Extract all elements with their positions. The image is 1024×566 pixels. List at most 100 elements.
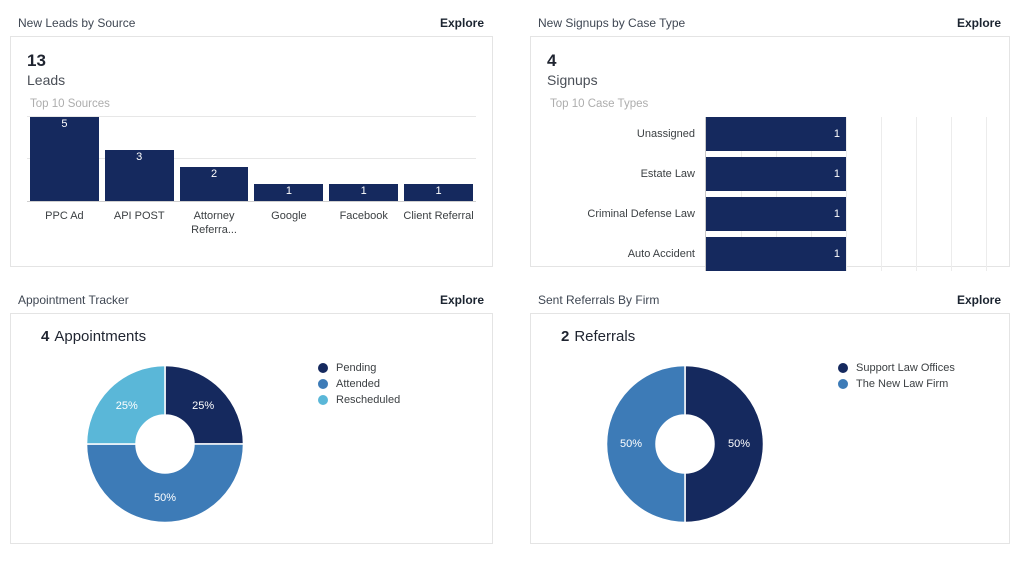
bar-category-label: Estate Law: [640, 167, 695, 180]
donut-slice[interactable]: [85, 443, 245, 524]
signups-bar-chart: Unassigned Estate Law Criminal Defense Law…: [547, 116, 993, 271]
explore-link-referrals[interactable]: Explore: [956, 293, 1001, 307]
bar-series: 5 3 2 1 1 1: [27, 116, 476, 201]
donut-percent-label: 50%: [620, 438, 642, 450]
leads-stat-label: Leads: [27, 71, 66, 88]
legend-item[interactable]: Pending: [318, 362, 400, 374]
bar-category-label: Attorney Referra...: [191, 209, 237, 237]
donut-percent-label: 25%: [192, 400, 214, 412]
panel-leads-by-source: New Leads by Source Explore 1 3 Leads Top…: [10, 10, 493, 267]
appointments-stat-value: 4: [41, 328, 50, 345]
bar-slot: 1: [326, 117, 401, 201]
legend-label: Attended: [336, 378, 381, 390]
bar[interactable]: 1: [706, 116, 846, 151]
bar[interactable]: 3: [104, 150, 174, 201]
legend-item[interactable]: Attended: [318, 378, 400, 390]
bar-slot: 1: [251, 117, 326, 201]
appointments-legend: Pending Attended Rescheduled: [318, 362, 400, 410]
bar[interactable]: 1: [329, 183, 399, 201]
bar-value-label: 1: [360, 184, 367, 197]
bar[interactable]: 5: [30, 116, 99, 201]
bar-value-label: 1: [833, 247, 840, 260]
donut-percent-label: 25%: [116, 400, 138, 412]
referrals-card: 2 Referrals 50% 50% Support Law Offices The…: [530, 313, 1010, 544]
bar-value-label: 1: [435, 184, 442, 197]
legend-dot: [318, 379, 328, 389]
bar-category-label: Facebook: [339, 209, 388, 222]
panel-header: Sent Referrals By Firm Explore: [530, 287, 1010, 313]
gridline: [916, 116, 917, 271]
leads-bar-labels: PPC Ad API POST Attorney Referra... Google F…: [27, 209, 476, 239]
referrals-donut: 50% 50%: [605, 364, 765, 524]
leads-subtitle: Top 10 Sources: [30, 97, 110, 110]
bar-category-label: API POST: [113, 209, 165, 222]
donut-slice[interactable]: [605, 364, 686, 524]
referrals-stat: 2 Referrals: [561, 328, 635, 345]
bar-value-label: 1: [833, 207, 840, 220]
panel-title-signups: New Signups by Case Type: [538, 16, 686, 30]
panel-signups-by-case-type: New Signups by Case Type Explore 4 Signu…: [530, 10, 1010, 271]
bar-slot: 1: [401, 117, 476, 201]
bar-value-label: 5: [61, 117, 68, 130]
bar-category-label: Google: [271, 209, 307, 222]
legend-dot: [838, 379, 848, 389]
bar-value-label: 1: [285, 184, 292, 197]
donut-percent-label: 50%: [154, 492, 176, 504]
legend-label: The New Law Firm: [856, 378, 949, 390]
gridline: [741, 116, 742, 271]
bar[interactable]: 1: [706, 156, 846, 191]
referrals-legend: Support Law Offices The New Law Firm: [838, 362, 955, 394]
gridline: [27, 157, 476, 159]
legend-item[interactable]: Rescheduled: [318, 394, 400, 406]
donut-chart: 50% 50%: [605, 364, 765, 524]
bar-value-label: 3: [136, 151, 143, 164]
bar[interactable]: 2: [179, 166, 249, 201]
appointments-card: 4 Appointments 25% 50% 25% Pending Attended R…: [10, 313, 493, 544]
legend-item[interactable]: Support Law Offices: [838, 362, 955, 374]
panel-header: Appointment Tracker Explore: [10, 287, 493, 313]
panel-header: New Signups by Case Type Explore: [530, 10, 1010, 36]
explore-link-signups[interactable]: Explore: [956, 16, 1001, 30]
gridline: [881, 116, 882, 271]
referrals-stat-label: Referrals: [574, 328, 636, 345]
legend-dot: [838, 363, 848, 373]
donut-slice[interactable]: [684, 364, 765, 524]
panel-sent-referrals: Sent Referrals By Firm Explore 2 Referral…: [530, 287, 1010, 544]
bar-category-label: Auto Accident: [627, 247, 695, 260]
signups-bar-labels: Unassigned Estate Law Criminal Defense Law…: [547, 117, 705, 271]
legend-item[interactable]: The New Law Firm: [838, 378, 955, 390]
panel-title-appointments: Appointment Tracker: [18, 293, 129, 307]
referrals-stat-value: 2: [561, 328, 570, 345]
bar-category-label: Unassigned: [636, 127, 695, 140]
bar-value-label: 1: [833, 127, 840, 140]
donut-percent-label: 50%: [728, 438, 750, 450]
explore-link-appointments[interactable]: Explore: [439, 293, 484, 307]
gridline: [986, 116, 987, 271]
explore-link-leads[interactable]: Explore: [439, 16, 484, 30]
donut-chart: 25% 50% 25%: [85, 364, 245, 524]
signups-bar-plot: 1 1 1 1: [705, 116, 993, 271]
donut-slice[interactable]: [85, 364, 166, 445]
bar-slot: 3: [102, 117, 177, 201]
bar-category-label: Client Referral: [403, 209, 474, 222]
bar[interactable]: 1: [404, 183, 473, 201]
gridline: [811, 116, 812, 271]
donut-slice[interactable]: [164, 364, 245, 445]
bar[interactable]: 1: [254, 183, 324, 201]
signups-stat-label: Signups: [547, 71, 598, 88]
legend-label: Pending: [336, 362, 377, 374]
bar[interactable]: 1: [706, 236, 846, 271]
appointments-stat-label: Appointments: [54, 328, 147, 345]
bar-track: 1: [706, 116, 993, 151]
bar-value-label: 2: [211, 167, 218, 180]
bar-slot: 2: [177, 117, 252, 201]
bar[interactable]: 1: [706, 196, 846, 231]
panel-title-leads: New Leads by Source: [18, 16, 136, 30]
gridline: [951, 116, 952, 271]
bar-slot: 5: [27, 116, 102, 201]
leads-card: 1 3 Leads Top 10 Sources 5 3 2 1 1 1 PPC Ad API…: [10, 36, 493, 267]
bar-category-label: PPC Ad: [45, 209, 84, 222]
bar-category-label: Criminal Defense Law: [587, 207, 695, 220]
signups-stat-value: 4: [547, 51, 557, 70]
bar-track: 1: [706, 196, 993, 231]
